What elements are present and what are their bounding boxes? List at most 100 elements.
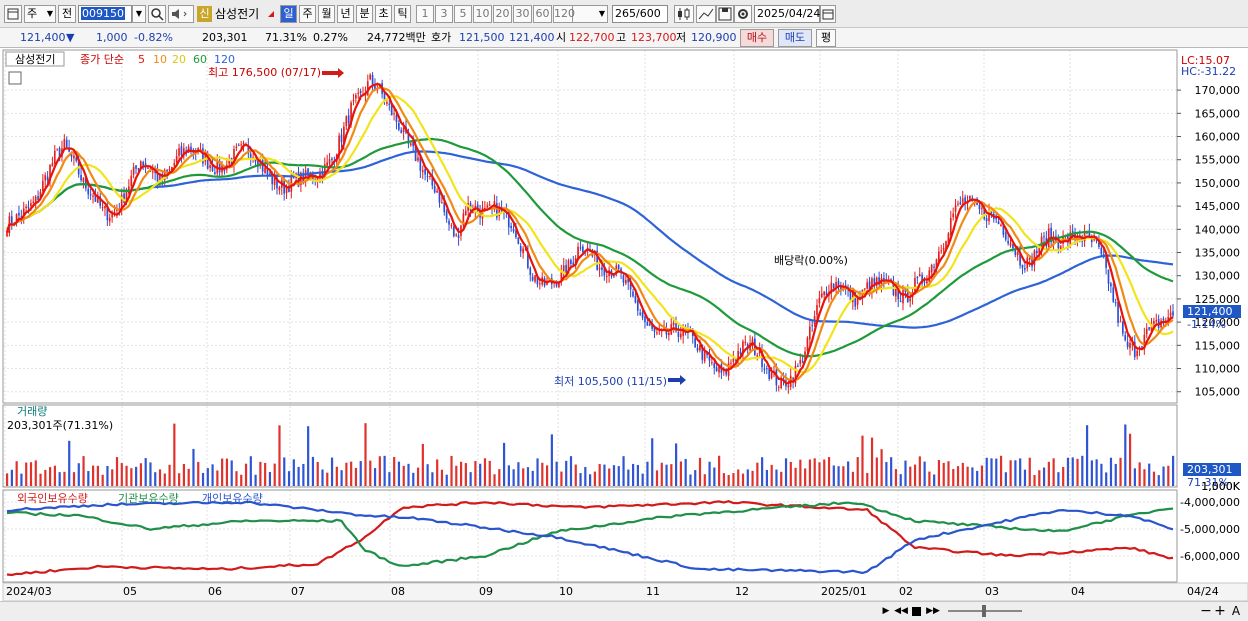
gear-icon[interactable] bbox=[734, 5, 752, 23]
price-candle bbox=[531, 273, 534, 282]
period-tab-2[interactable]: 월 bbox=[318, 5, 335, 23]
interval-button-3[interactable]: 3 bbox=[435, 5, 453, 23]
average-button[interactable]: 평 bbox=[816, 29, 836, 47]
price-candle bbox=[106, 199, 109, 227]
price-candle bbox=[1136, 347, 1139, 360]
ask-price: 121,500 bbox=[459, 31, 505, 44]
period-tab-0[interactable]: 일 bbox=[280, 5, 297, 23]
interval-button-5[interactable]: 5 bbox=[454, 5, 472, 23]
volume-bar bbox=[431, 472, 434, 486]
price-candle bbox=[811, 320, 814, 332]
interval-button-10[interactable]: 10 bbox=[473, 5, 492, 23]
price-candle bbox=[369, 73, 372, 81]
volume-bar bbox=[436, 459, 439, 486]
chevron-down-icon: ▼ bbox=[46, 9, 53, 18]
price-candle bbox=[190, 142, 192, 155]
volume-bar bbox=[632, 463, 635, 486]
x-axis-label: 02 bbox=[899, 585, 913, 598]
volume-bar bbox=[211, 464, 214, 486]
stock-chart[interactable]: 170,000 165,000 160,000 155,000 150,000 145,0… bbox=[0, 48, 1248, 603]
volume-bar bbox=[770, 464, 773, 486]
volume-bar bbox=[502, 442, 506, 486]
indicator-grid-icon[interactable] bbox=[8, 71, 22, 85]
volume-bar bbox=[1105, 472, 1108, 486]
buy-button[interactable]: 매수 bbox=[740, 29, 774, 47]
interval-button-20[interactable]: 20 bbox=[493, 5, 512, 23]
ma120-line bbox=[5, 150, 1174, 329]
candle-type-icon[interactable] bbox=[674, 5, 694, 23]
price-candle bbox=[768, 366, 771, 381]
price-candle bbox=[909, 292, 912, 308]
search-icon[interactable] bbox=[148, 5, 166, 23]
volume-bar bbox=[880, 449, 883, 486]
speaker-icon[interactable] bbox=[168, 5, 194, 23]
zoom-slider-thumb[interactable] bbox=[982, 605, 986, 617]
price-panel-name: 삼성전기 bbox=[15, 53, 55, 66]
volume-bar bbox=[87, 471, 90, 486]
price-candle bbox=[670, 318, 673, 336]
save-icon[interactable] bbox=[716, 5, 734, 23]
period-tab-4[interactable]: 분 bbox=[356, 5, 373, 23]
volume-bar bbox=[44, 469, 47, 486]
interval-dropdown[interactable]: ▼ bbox=[572, 5, 608, 23]
last-pct-label: -1.14% bbox=[1187, 318, 1226, 331]
plus-icon[interactable]: + bbox=[1214, 603, 1226, 619]
rewind-icon[interactable]: ◀◀ bbox=[894, 606, 908, 616]
price-candle bbox=[1028, 256, 1031, 267]
volume-bar bbox=[173, 423, 176, 486]
price-candle bbox=[866, 278, 869, 290]
calendar-icon[interactable] bbox=[820, 5, 836, 23]
volume-bar bbox=[58, 472, 61, 486]
chart-settings-icon[interactable] bbox=[4, 5, 22, 23]
price-candle bbox=[104, 205, 106, 216]
volume-bar bbox=[273, 463, 276, 486]
volume-bar bbox=[1119, 457, 1122, 486]
price-candle bbox=[510, 222, 512, 232]
price-tick-label: 160,000 bbox=[1195, 131, 1241, 144]
volume-bar bbox=[421, 443, 424, 486]
volume-bar bbox=[364, 423, 367, 486]
fast-forward-icon[interactable]: ▶▶ bbox=[926, 606, 940, 616]
interval-button-120[interactable]: 120 bbox=[553, 5, 575, 23]
stop-icon[interactable] bbox=[912, 607, 921, 616]
count-input[interactable]: 265/600 bbox=[612, 5, 668, 23]
font-icon[interactable]: A bbox=[1231, 604, 1241, 618]
price-candle bbox=[742, 339, 744, 360]
period-tab-6[interactable]: 틱 bbox=[394, 5, 411, 23]
volume-bar bbox=[1152, 471, 1156, 486]
last-price-label: 121,400 bbox=[1187, 305, 1233, 318]
price-candle bbox=[338, 132, 340, 163]
interval-button-60[interactable]: 60 bbox=[533, 5, 552, 23]
interval-button-1[interactable]: 1 bbox=[416, 5, 434, 23]
period-tab-3[interactable]: 년 bbox=[337, 5, 354, 23]
volume-bar bbox=[225, 458, 229, 486]
volume-bar bbox=[1047, 461, 1050, 486]
price-candle bbox=[1121, 320, 1124, 337]
volume-bar bbox=[756, 462, 759, 486]
prev-button[interactable]: 전 bbox=[58, 5, 76, 23]
volume-bar bbox=[1009, 460, 1012, 486]
price-candle bbox=[486, 202, 489, 209]
ma120-legend: 120 bbox=[214, 53, 235, 66]
price-tick-label: 115,000 bbox=[1195, 339, 1241, 352]
volume-bar bbox=[182, 463, 186, 486]
date-input[interactable]: 2025/04/24 bbox=[754, 5, 820, 23]
volume-bar bbox=[713, 467, 716, 486]
period-tab-5[interactable]: 초 bbox=[375, 5, 392, 23]
price-candle bbox=[892, 275, 895, 297]
volume-bar bbox=[445, 474, 448, 486]
interval-button-30[interactable]: 30 bbox=[513, 5, 532, 23]
period-tab-1[interactable]: 주 bbox=[299, 5, 316, 23]
scroll-right-icon[interactable]: ▶ bbox=[882, 606, 890, 616]
volume-bar bbox=[593, 471, 596, 486]
minus-icon[interactable]: − bbox=[1200, 603, 1212, 619]
x-axis-label: 07 bbox=[291, 585, 305, 598]
volume-bar bbox=[942, 462, 945, 486]
sell-button[interactable]: 매도 bbox=[778, 29, 812, 47]
code-dropdown[interactable]: ▼ bbox=[132, 5, 146, 23]
draw-tool-icon[interactable] bbox=[696, 5, 716, 23]
price-candle bbox=[957, 200, 959, 207]
price-candle bbox=[730, 359, 732, 367]
stock-code-input[interactable]: 009150 bbox=[78, 5, 132, 23]
market-select[interactable]: 주 ▼ bbox=[24, 5, 56, 23]
